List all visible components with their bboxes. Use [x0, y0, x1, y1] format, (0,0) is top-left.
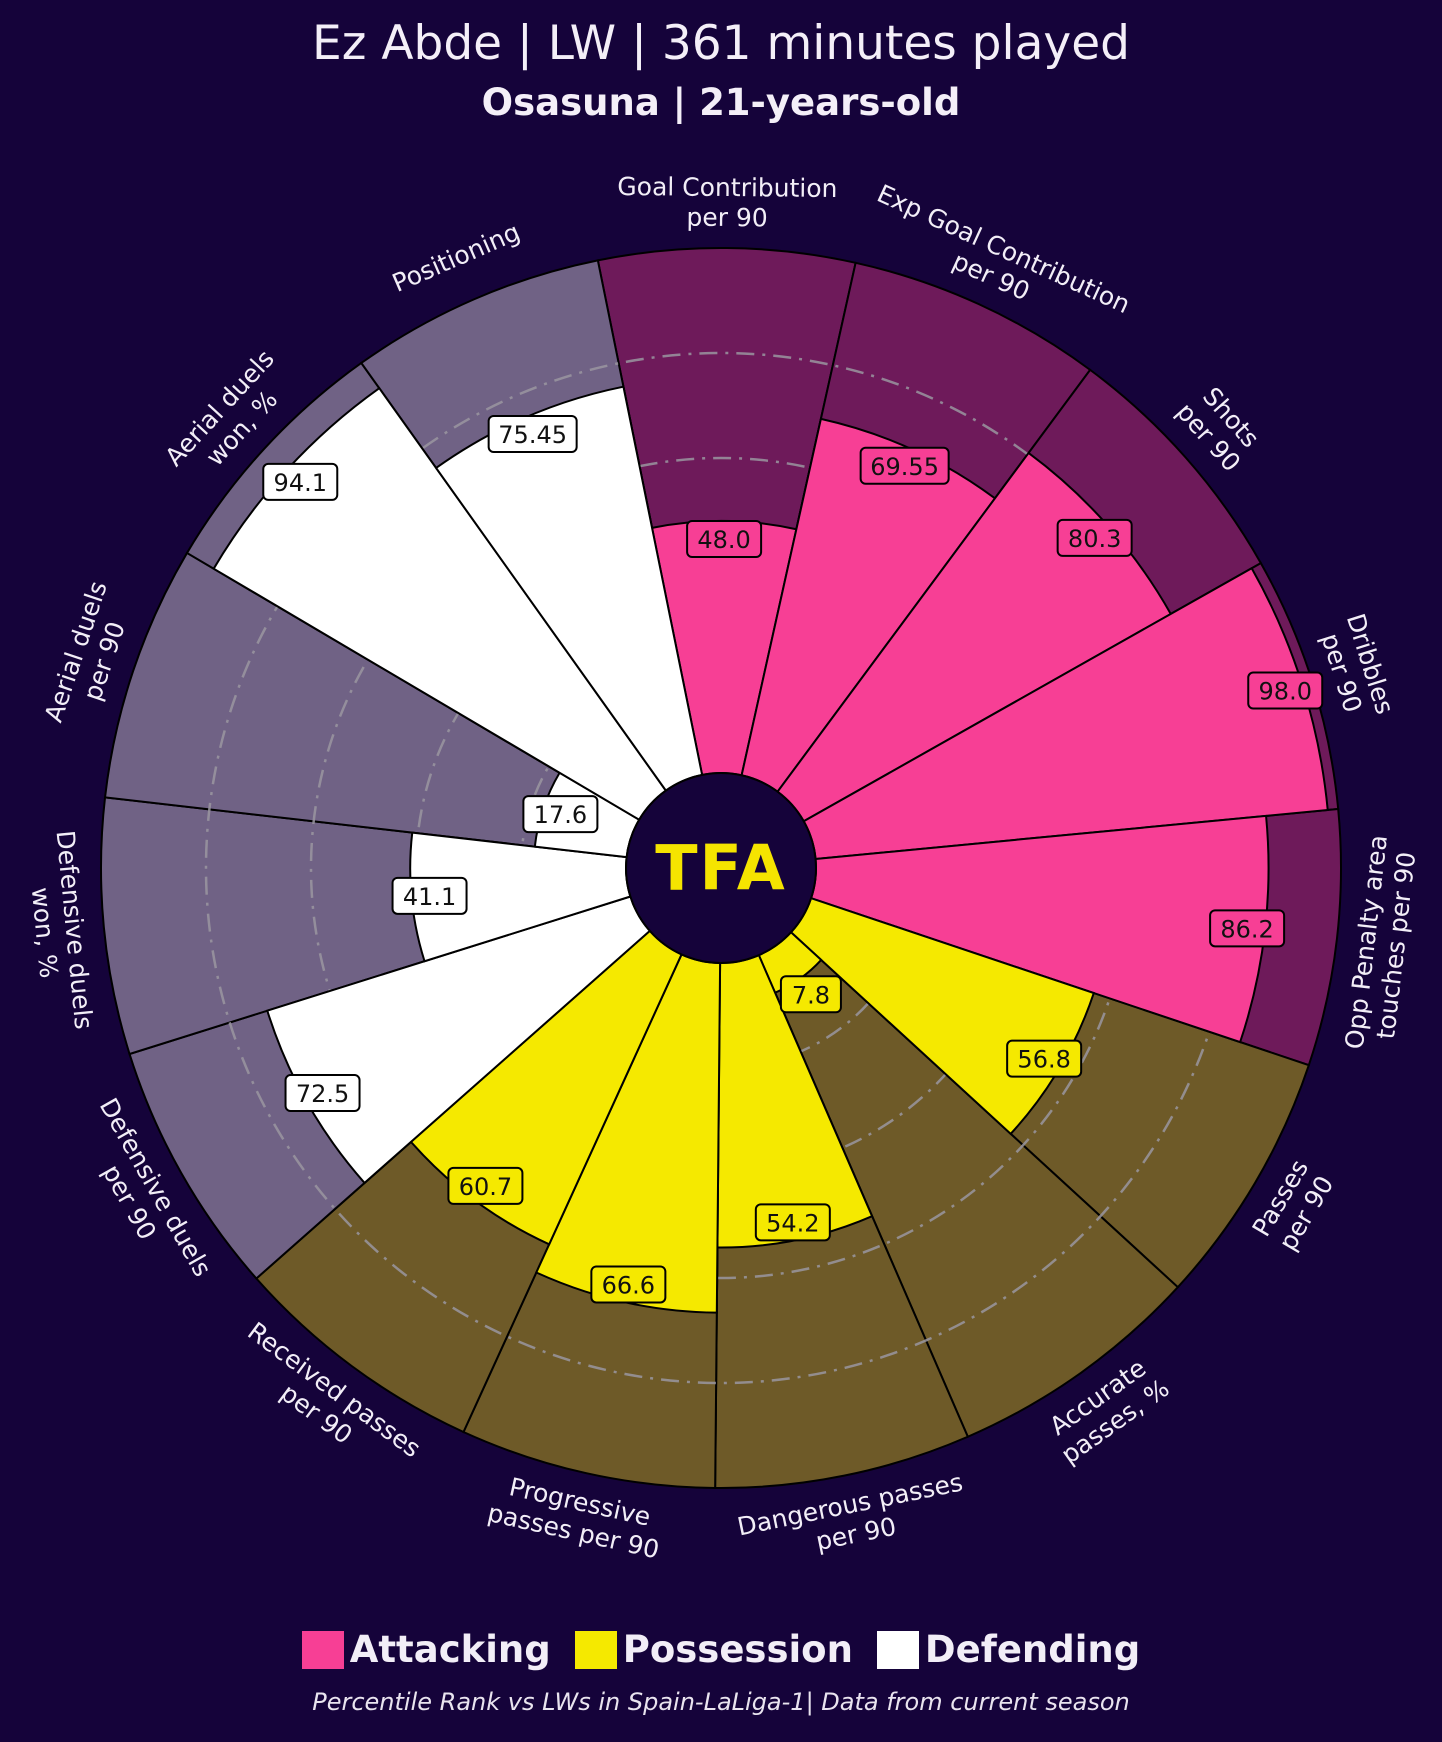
value-label-text: 75.45: [498, 421, 567, 449]
value-label-text: 94.1: [274, 469, 327, 497]
param-label-dribbles-per-90: Dribblesper 90: [1312, 610, 1399, 727]
value-label-positioning: 75.45: [487, 414, 578, 453]
tfa-logo-text: TFA: [655, 832, 787, 905]
value-label-text: 80.3: [1068, 525, 1121, 553]
value-label-text: 72.5: [296, 1080, 349, 1108]
value-label-text: 60.7: [459, 1173, 512, 1201]
value-label-aerial-duels-per-90: 17.6: [522, 795, 599, 834]
value-label-text: 86.2: [1220, 915, 1273, 943]
legend-item-defending: Defending: [876, 1628, 1141, 1671]
value-label-text: 41.1: [403, 883, 456, 911]
value-label-aerial-duels-won: 94.1: [262, 462, 339, 501]
value-label-box: [487, 414, 578, 453]
legend-item-possession: Possession: [574, 1628, 853, 1671]
value-label-box: [754, 1203, 831, 1242]
value-label-box: [284, 1074, 361, 1113]
chart-title: Ez Abde | LW | 361 minutes played: [312, 16, 1130, 71]
legend-swatch-possession: [574, 1630, 617, 1669]
legend-label-attacking: Attacking: [349, 1628, 551, 1671]
value-label-box: [391, 876, 468, 915]
value-label-box: [1006, 1039, 1083, 1078]
param-label-defensive-duels-won: Defensive duelswon, %: [21, 829, 99, 1034]
value-label-text: 66.6: [602, 1271, 655, 1299]
value-label-box: [859, 446, 950, 485]
value-labels: 48.0 69.55 80.3 98.0 86.2 56.8 7.8 54.2 66.6 60.7…: [262, 414, 1324, 1304]
value-label-progressive-passes-per-90: 66.6: [590, 1265, 667, 1304]
value-label-shots-per-90: 80.3: [1056, 518, 1133, 557]
value-label-box: [1209, 909, 1286, 948]
value-label-text: 69.55: [870, 453, 939, 481]
value-label-box: [447, 1166, 524, 1205]
value-label-defensive-duels-won: 41.1: [391, 876, 468, 915]
value-label-text: 48.0: [697, 526, 750, 554]
legend: Attacking Possession Defending: [0, 1628, 1442, 1671]
param-label-opp-penalty-area-touches-per-90: Opp Penalty areatouches per 90: [1340, 833, 1423, 1054]
value-label-box: [686, 520, 763, 559]
value-label-box: [590, 1265, 667, 1304]
param-label-line: Goal Contribution: [617, 172, 837, 203]
value-label-defensive-duels-per-90: 72.5: [284, 1074, 361, 1113]
value-label-box: [262, 462, 339, 501]
value-label-opp-penalty-area-touches-per-90: 86.2: [1209, 909, 1286, 948]
value-label-goal-contribution-per-90: 48.0: [686, 520, 763, 559]
value-label-dribbles-per-90: 98.0: [1247, 671, 1324, 710]
value-label-text: 17.6: [534, 801, 587, 829]
value-label-box: [522, 795, 599, 834]
center-logo: TFA: [625, 772, 817, 964]
value-label-exp-goal-contribution-per-90: 69.55: [859, 446, 950, 485]
param-label-line: Positioning: [388, 217, 524, 298]
param-label-passes-per-90: Passesper 90: [1247, 1155, 1340, 1257]
chart-subtitle: Osasuna | 21-years-old: [481, 81, 961, 124]
param-label-line: per 90: [686, 203, 768, 233]
value-label-text: 7.8: [792, 981, 830, 1009]
value-label-box: [779, 975, 842, 1014]
param-label-goal-contribution-per-90: Goal Contribution per 90: [617, 172, 838, 233]
value-label-dangerous-passes-per-90: 54.2: [754, 1203, 831, 1242]
value-slices: [212, 385, 1329, 1314]
legend-swatch-defending: [876, 1630, 919, 1669]
value-label-box: [1247, 671, 1324, 710]
legend-swatch-attacking: [301, 1630, 344, 1669]
value-label-text: 54.2: [766, 1209, 819, 1237]
center-circle: [625, 772, 817, 964]
footer-note: Percentile Rank vs LWs in Spain-LaLiga-1…: [312, 1688, 1130, 1716]
value-label-accurate-passes: 7.8: [779, 975, 842, 1014]
legend-item-attacking: Attacking: [301, 1628, 551, 1671]
legend-label-possession: Possession: [622, 1628, 853, 1671]
value-label-passes-per-90: 56.8: [1006, 1039, 1083, 1078]
param-label-positioning: Positioning: [388, 217, 524, 298]
value-label-text: 98.0: [1259, 678, 1312, 706]
legend-label-defending: Defending: [924, 1628, 1141, 1671]
value-label-box: [1056, 518, 1133, 557]
value-label-text: 56.8: [1017, 1046, 1070, 1074]
value-label-received-passes-per-90: 60.7: [447, 1166, 524, 1205]
